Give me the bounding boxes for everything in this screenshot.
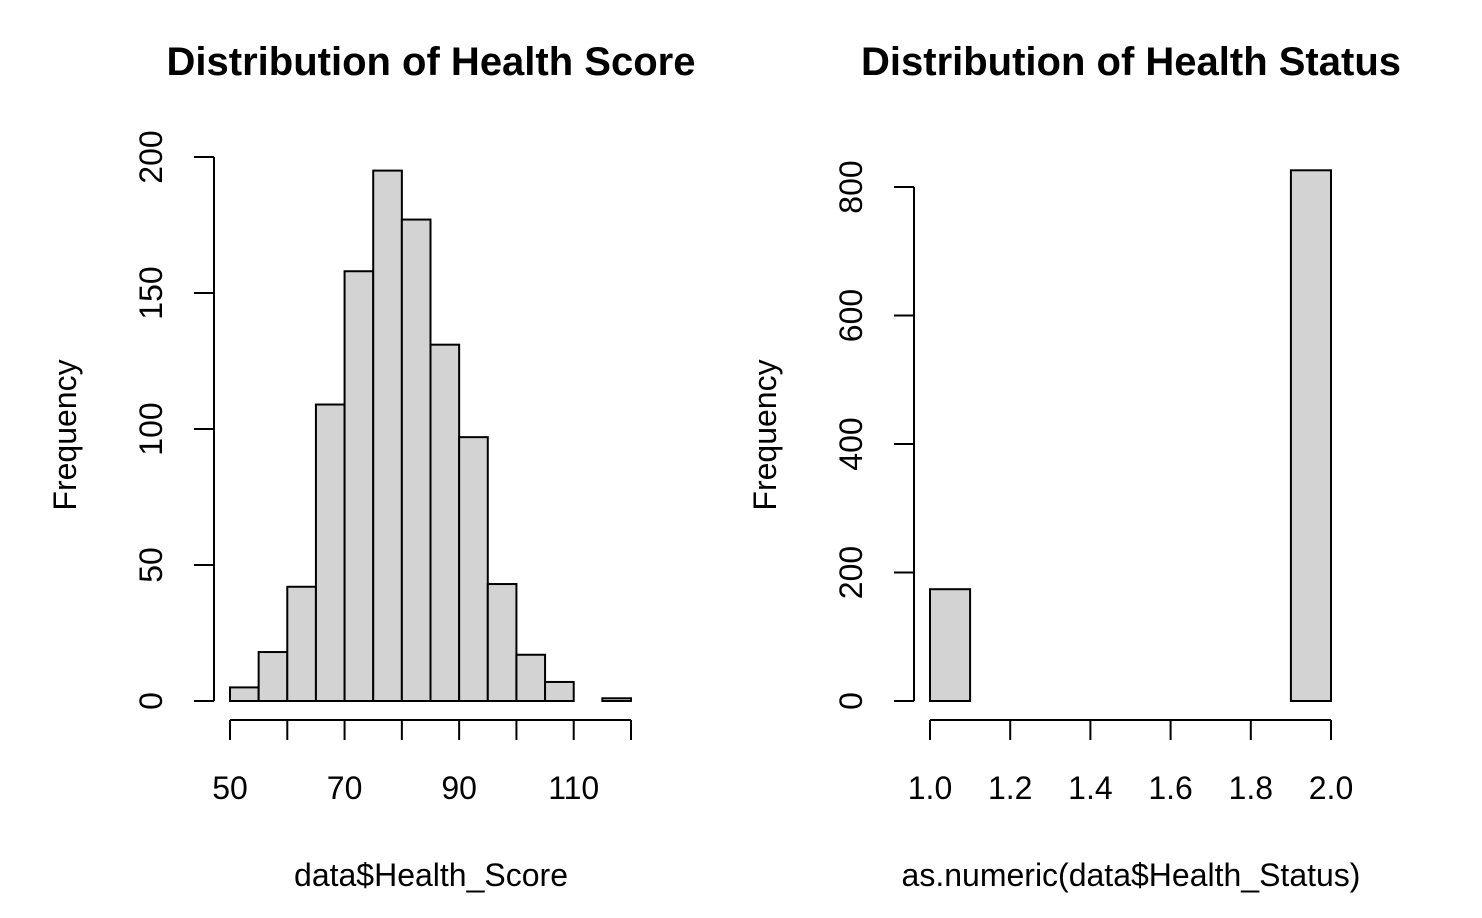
x-tick-label-3: 1.6 xyxy=(1148,770,1192,806)
histogram-bar-5 xyxy=(372,169,403,703)
y-axis-label: Frequency xyxy=(47,359,83,510)
histogram-bar-3 xyxy=(314,403,346,702)
x-tick-label-4: 1.8 xyxy=(1229,770,1273,806)
histogram-bar-1 xyxy=(257,651,289,702)
y-tick-label-3: 150 xyxy=(133,266,169,319)
histogram-bar-7 xyxy=(429,343,461,702)
x-tick-label-3: 110 xyxy=(548,770,599,806)
y-tick-label-4: 200 xyxy=(133,130,169,183)
histogram-bar-4 xyxy=(343,270,375,702)
chart-title: Distribution of Health Status xyxy=(861,40,1401,84)
chart-title: Distribution of Health Score xyxy=(167,40,696,84)
histogram-bar-0 xyxy=(229,686,260,703)
x-tick-label-5: 2.0 xyxy=(1309,770,1353,806)
x-tick-label-0: 1.0 xyxy=(908,770,952,806)
y-tick-label-4: 800 xyxy=(833,160,869,213)
y-tick-label-1: 50 xyxy=(133,547,169,583)
y-tick-label-2: 100 xyxy=(133,402,169,455)
y-axis-label: Frequency xyxy=(747,359,783,510)
y-axis: 0 50 100 150 200 xyxy=(133,130,215,710)
x-tick-label-2: 1.4 xyxy=(1068,770,1112,806)
histogram-bar-2 xyxy=(286,585,317,703)
histogram-bar-0 xyxy=(929,588,972,703)
histogram-bar-6 xyxy=(400,218,432,702)
x-tick-label-2: 90 xyxy=(441,770,477,806)
histogram-bar-9 xyxy=(1289,169,1333,703)
x-axis: 1.0 1.2 1.4 1.6 1.8 2.0 xyxy=(908,719,1353,806)
x-axis-label: as.numeric(data$Health_Status) xyxy=(902,857,1361,893)
y-axis: 0 200 400 600 800 xyxy=(833,160,915,710)
histogram-bar-11 xyxy=(544,680,575,703)
histogram-bar-13 xyxy=(601,697,632,703)
y-tick-label-1: 200 xyxy=(833,546,869,599)
x-tick-label-0: 50 xyxy=(212,770,248,806)
health-score-histogram: Distribution of Health Score Frequency d… xyxy=(47,40,695,893)
histogram-bar-9 xyxy=(486,583,518,702)
y-tick-label-0: 0 xyxy=(133,692,169,710)
bars xyxy=(929,169,1333,703)
x-tick-label-1: 1.2 xyxy=(988,770,1032,806)
bars xyxy=(229,169,632,703)
histogram-bar-8 xyxy=(458,436,489,702)
x-axis-label: data$Health_Score xyxy=(294,857,568,893)
y-tick-label-3: 600 xyxy=(833,289,869,342)
y-tick-label-2: 400 xyxy=(833,417,869,470)
health-status-histogram: Distribution of Health Status Frequency … xyxy=(747,40,1401,893)
x-axis: 50 70 90 110 xyxy=(212,719,632,806)
x-tick-label-1: 70 xyxy=(327,770,363,806)
histogram-bar-10 xyxy=(515,653,547,703)
y-tick-label-0: 0 xyxy=(833,692,869,710)
